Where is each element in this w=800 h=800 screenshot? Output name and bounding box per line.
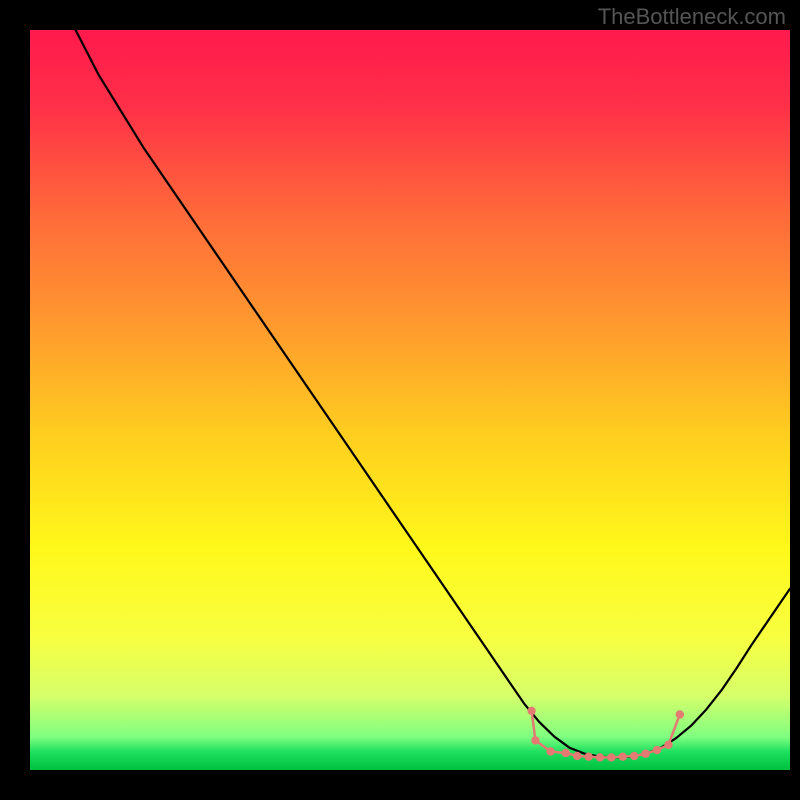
highlight-marker — [562, 749, 570, 757]
highlight-marker — [676, 710, 684, 718]
highlight-marker — [596, 753, 604, 761]
highlight-marker — [607, 753, 615, 761]
highlight-marker — [653, 746, 661, 754]
highlight-marker — [664, 741, 672, 749]
watermark-text: TheBottleneck.com — [598, 4, 786, 30]
gradient-background — [30, 30, 790, 770]
highlight-marker — [531, 736, 539, 744]
highlight-marker — [584, 752, 592, 760]
highlight-marker — [619, 752, 627, 760]
bottleneck-chart — [30, 30, 790, 770]
highlight-marker — [573, 752, 581, 760]
highlight-marker — [527, 707, 535, 715]
highlight-marker — [641, 750, 649, 758]
chart-plot-area — [30, 30, 790, 770]
highlight-marker — [630, 752, 638, 760]
highlight-marker — [546, 747, 554, 755]
